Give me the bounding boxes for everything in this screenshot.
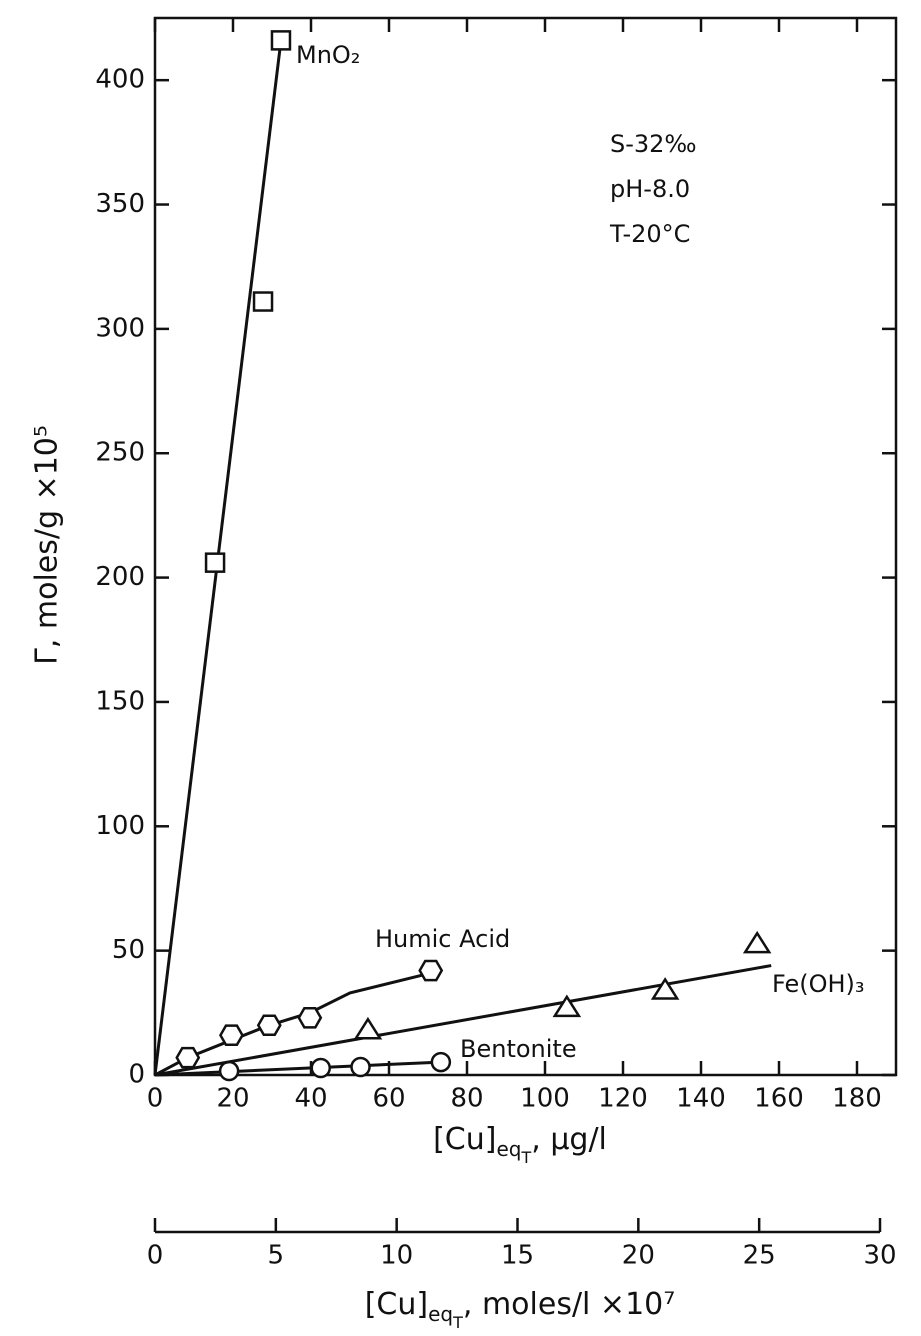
x-tick-label: 40 <box>294 1084 327 1114</box>
marker <box>552 994 582 1018</box>
y-tick-label: 350 <box>95 189 145 219</box>
marker <box>742 930 772 954</box>
x-tick-label: 160 <box>754 1084 804 1114</box>
x-tick-label: 20 <box>216 1084 249 1114</box>
marker <box>175 1046 201 1069</box>
x-tick-label: 0 <box>147 1084 164 1114</box>
y-tick-label: 400 <box>95 65 145 95</box>
marker <box>353 1016 383 1040</box>
x-tick-label: 80 <box>450 1084 483 1114</box>
x2-axis-label: [Cu]eqT, moles/l ×10⁷ <box>365 1287 676 1332</box>
annotation: T-20°C <box>609 220 690 248</box>
x2-label-part: , moles/l ×10⁷ <box>463 1287 675 1322</box>
fit-line <box>154 1060 441 1077</box>
series-label: Fe(OH)₃ <box>772 970 865 998</box>
x-label-part: , μg/l <box>531 1122 607 1157</box>
x2-tick-label: 0 <box>147 1241 164 1271</box>
x2-tick-label: 25 <box>743 1241 776 1271</box>
series-label: Humic Acid <box>375 925 510 953</box>
x2-label-part: T <box>452 1313 463 1332</box>
annotation: pH-8.0 <box>610 175 690 203</box>
x2-tick-label: 10 <box>380 1241 413 1271</box>
x-tick-label: 140 <box>676 1084 726 1114</box>
marker <box>204 552 226 573</box>
x2-label-part: eq <box>428 1302 453 1326</box>
y-tick-label: 50 <box>112 935 145 965</box>
annotation: S-32‰ <box>610 130 697 158</box>
x-tick-label: 180 <box>832 1084 882 1114</box>
marker <box>650 977 680 1000</box>
x2-label-part: [Cu] <box>365 1287 428 1322</box>
series-label: Bentonite <box>460 1035 577 1063</box>
x-label-part: T <box>520 1148 531 1167</box>
series-label: MnO₂ <box>296 41 360 69</box>
marker <box>350 1056 371 1078</box>
y-tick-label: 150 <box>95 686 145 716</box>
marker <box>252 291 274 312</box>
marker <box>418 959 444 982</box>
plot-frame <box>153 16 898 1077</box>
x2-tick-label: 15 <box>501 1241 534 1271</box>
marker <box>297 1007 323 1029</box>
x2-tick-label: 20 <box>622 1241 655 1271</box>
y-tick-label: 100 <box>95 811 145 841</box>
marker <box>218 1060 240 1082</box>
x2-tick-label: 30 <box>863 1241 896 1271</box>
y-axis-label: Γ, moles/g ×10⁵ <box>30 425 65 665</box>
x-label-part: eq <box>496 1137 521 1161</box>
y-tick-label: 0 <box>128 1060 145 1090</box>
marker <box>430 1051 452 1073</box>
y-tick-label: 200 <box>95 562 145 592</box>
x-axis-label: [Cu]eqT, μg/l <box>433 1122 607 1167</box>
marker <box>218 1024 244 1046</box>
x-tick-label: 120 <box>598 1084 648 1114</box>
x-tick-label: 100 <box>520 1084 570 1114</box>
marker <box>310 1057 331 1079</box>
x-label-part: [Cu] <box>433 1122 496 1157</box>
y-tick-label: 250 <box>95 438 145 468</box>
marker <box>270 30 292 51</box>
x-tick-label: 60 <box>372 1084 405 1114</box>
y-tick-label: 300 <box>95 313 145 343</box>
marker <box>256 1014 282 1037</box>
x2-tick-label: 5 <box>268 1241 285 1271</box>
